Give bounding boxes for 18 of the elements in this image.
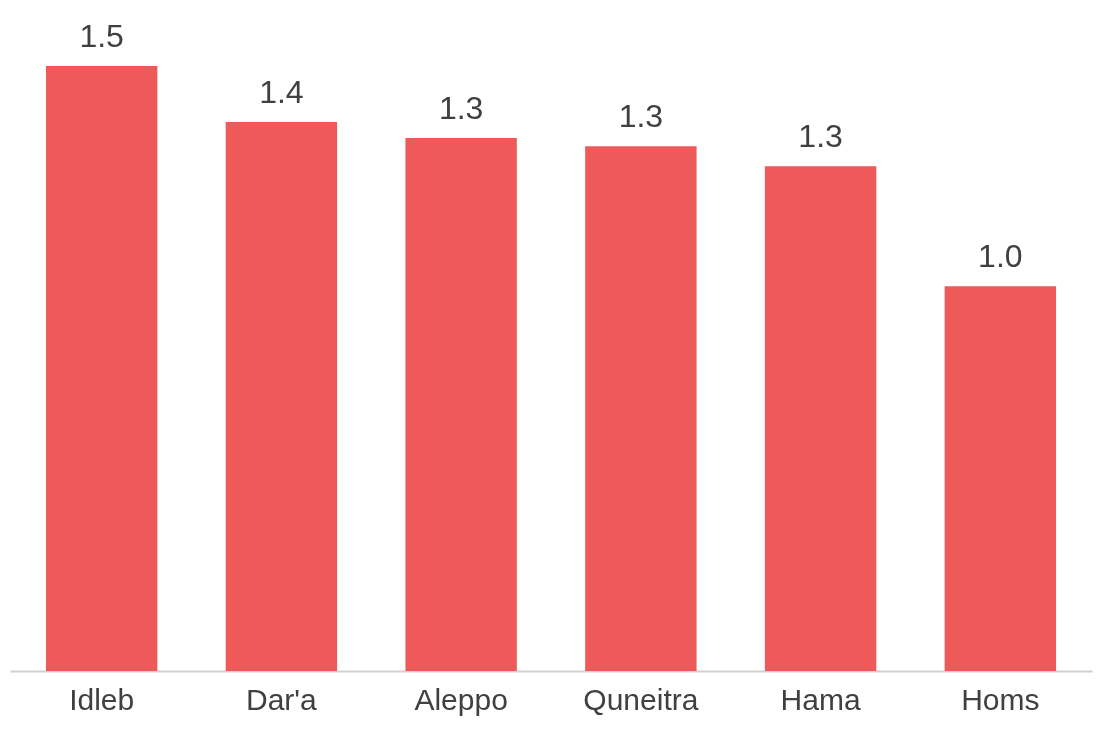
x-tick-label: Dar'a (246, 682, 318, 716)
data-label: 1.3 (798, 118, 843, 155)
data-label: 1.0 (978, 238, 1023, 275)
bar (585, 146, 697, 671)
x-tick-label: Aleppo (414, 682, 508, 716)
data-label: 1.5 (79, 18, 124, 54)
bar (764, 166, 877, 671)
bar (944, 286, 1057, 671)
x-tick-label: Homs (961, 682, 1040, 716)
x-tick-label: Idleb (69, 682, 135, 716)
bar (405, 138, 517, 671)
data-label: 1.4 (259, 74, 304, 111)
x-tick-label: Quneitra (583, 682, 699, 716)
x-tick-label: Hama (780, 682, 861, 716)
bar (225, 122, 338, 671)
data-label: 1.3 (438, 90, 484, 127)
data-label: 1.3 (618, 98, 664, 135)
bar (45, 66, 158, 671)
